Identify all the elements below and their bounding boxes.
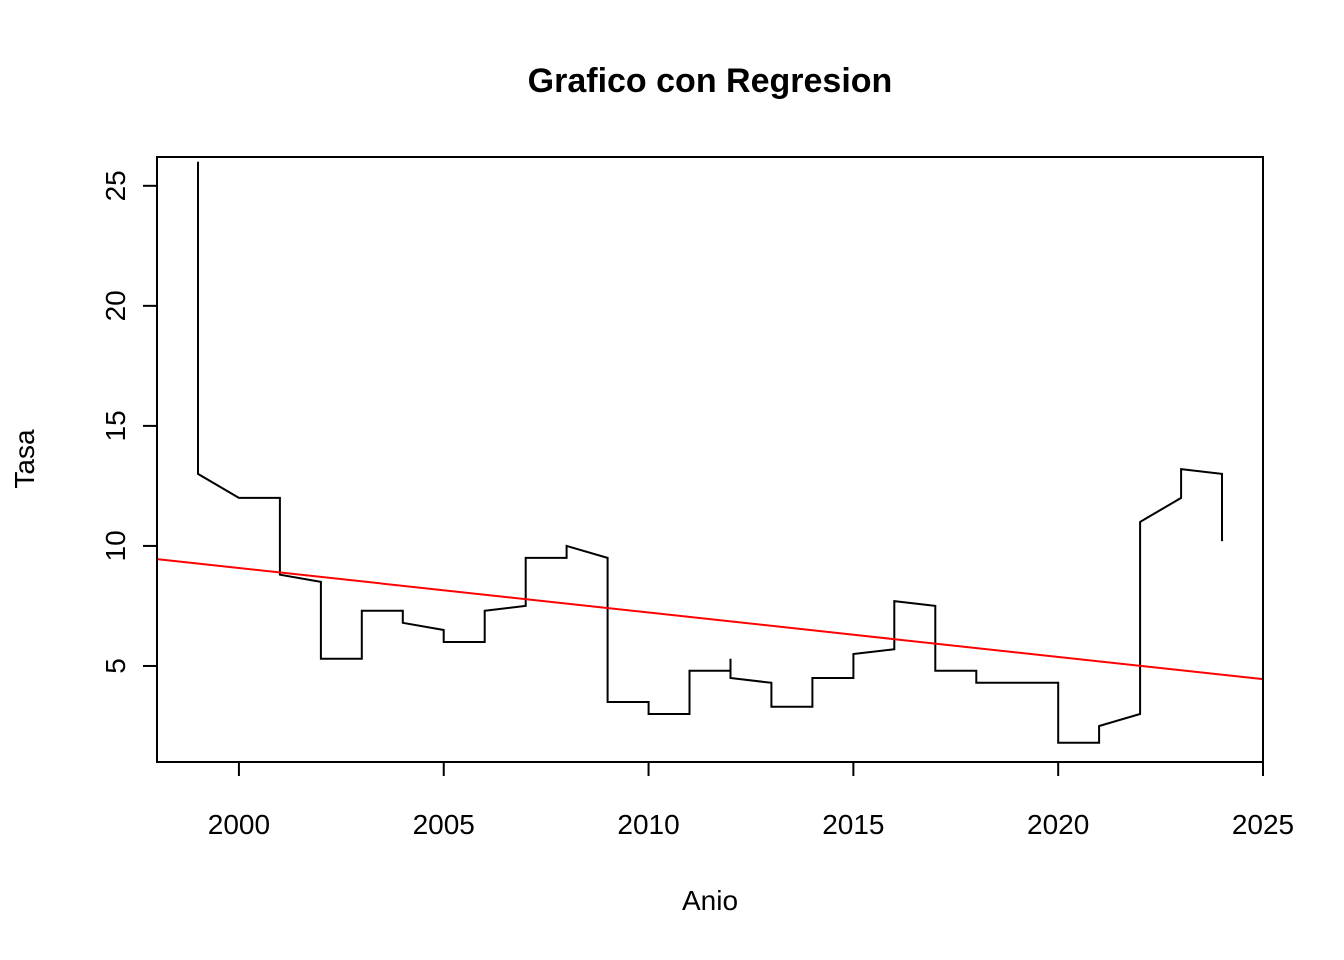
- chart-title: Grafico con Regresion: [528, 62, 893, 100]
- regression-line: [156, 558, 1264, 681]
- x-tick-label: 2005: [413, 809, 475, 840]
- y-tick-label: 15: [100, 410, 131, 441]
- plot-area: [156, 161, 1264, 744]
- y-tick-label: 5: [100, 658, 131, 674]
- y-tick-label: 10: [100, 530, 131, 561]
- x-tick-label: 2015: [822, 809, 884, 840]
- x-tick-label: 2010: [617, 809, 679, 840]
- y-tick-label: 25: [100, 170, 131, 201]
- data-series-line: [197, 161, 1223, 744]
- y-tick-label: 20: [100, 290, 131, 321]
- x-tick-label: 2025: [1232, 809, 1294, 840]
- y-axis-label: Tasa: [9, 429, 40, 489]
- x-tick-label: 2000: [208, 809, 270, 840]
- x-axis-label: Anio: [682, 885, 738, 916]
- x-tick-label: 2020: [1027, 809, 1089, 840]
